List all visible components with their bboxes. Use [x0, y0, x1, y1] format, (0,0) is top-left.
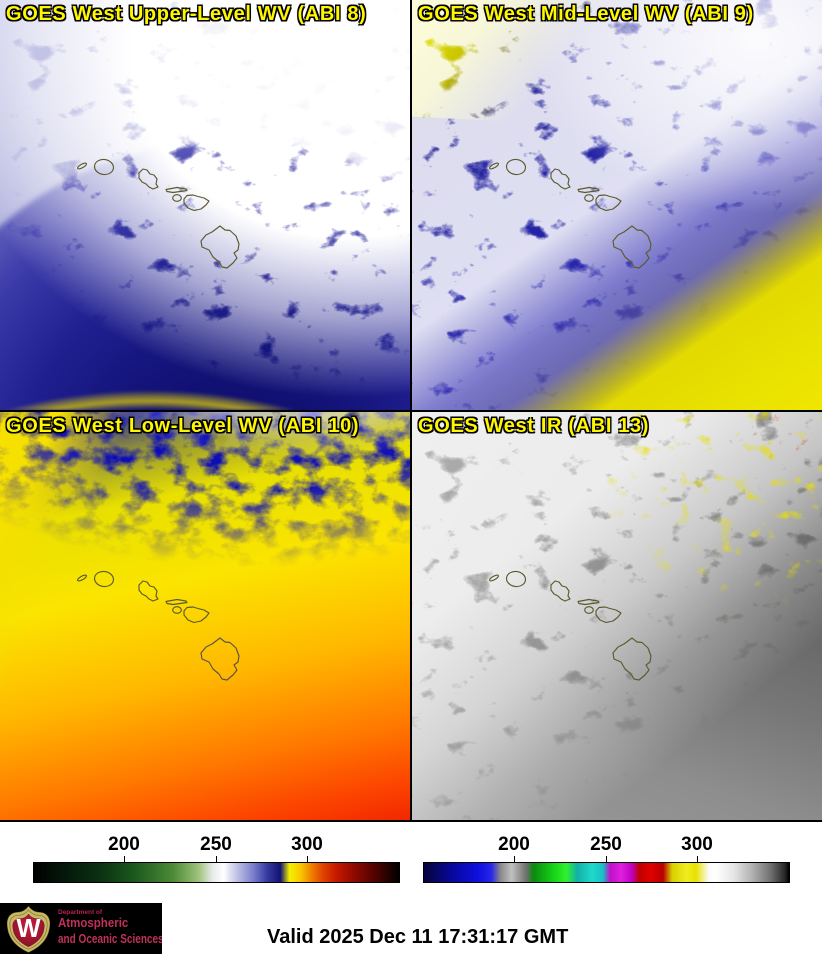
svg-text:W: W [16, 915, 41, 943]
